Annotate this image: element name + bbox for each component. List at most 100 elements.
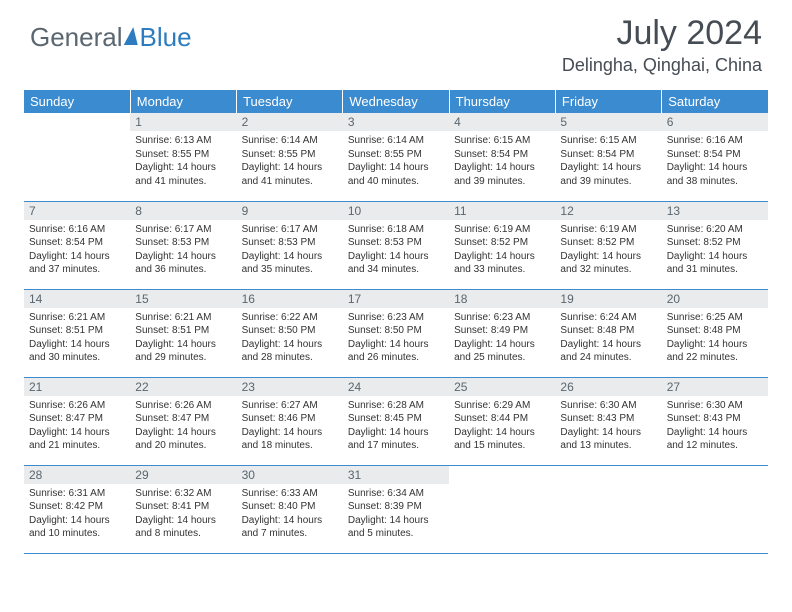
title-block: July 2024 Delingha, Qinghai, China (562, 14, 762, 76)
day-number: 29 (130, 466, 236, 484)
day-number (555, 466, 661, 484)
daylight-text: Daylight: 14 hours and 17 minutes. (348, 426, 444, 453)
sunrise-text: Sunrise: 6:27 AM (242, 399, 338, 413)
day-details: Sunrise: 6:19 AMSunset: 8:52 PMDaylight:… (555, 220, 661, 279)
daylight-text: Daylight: 14 hours and 28 minutes. (242, 338, 338, 365)
sunrise-text: Sunrise: 6:25 AM (667, 311, 763, 325)
calendar-day-cell: 12Sunrise: 6:19 AMSunset: 8:52 PMDayligh… (555, 201, 661, 289)
sunset-text: Sunset: 8:50 PM (242, 324, 338, 338)
day-number: 5 (555, 113, 661, 131)
sunset-text: Sunset: 8:52 PM (667, 236, 763, 250)
sunset-text: Sunset: 8:48 PM (667, 324, 763, 338)
sunrise-text: Sunrise: 6:19 AM (560, 223, 656, 237)
sunrise-text: Sunrise: 6:14 AM (242, 134, 338, 148)
daylight-text: Daylight: 14 hours and 39 minutes. (454, 161, 550, 188)
daylight-text: Daylight: 14 hours and 36 minutes. (135, 250, 231, 277)
sunrise-text: Sunrise: 6:19 AM (454, 223, 550, 237)
sunset-text: Sunset: 8:52 PM (560, 236, 656, 250)
daylight-text: Daylight: 14 hours and 15 minutes. (454, 426, 550, 453)
calendar-day-cell (662, 465, 768, 553)
daylight-text: Daylight: 14 hours and 18 minutes. (242, 426, 338, 453)
calendar-day-cell: 10Sunrise: 6:18 AMSunset: 8:53 PMDayligh… (343, 201, 449, 289)
day-number: 18 (449, 290, 555, 308)
day-details: Sunrise: 6:13 AMSunset: 8:55 PMDaylight:… (130, 131, 236, 190)
sunset-text: Sunset: 8:39 PM (348, 500, 444, 514)
weekday-header: Tuesday (237, 90, 343, 113)
day-number: 23 (237, 378, 343, 396)
sunrise-text: Sunrise: 6:14 AM (348, 134, 444, 148)
day-details: Sunrise: 6:16 AMSunset: 8:54 PMDaylight:… (24, 220, 130, 279)
brand-part1: General (30, 22, 123, 53)
day-number: 4 (449, 113, 555, 131)
daylight-text: Daylight: 14 hours and 30 minutes. (29, 338, 125, 365)
sunrise-text: Sunrise: 6:26 AM (135, 399, 231, 413)
sunrise-text: Sunrise: 6:15 AM (454, 134, 550, 148)
sunrise-text: Sunrise: 6:21 AM (135, 311, 231, 325)
sunset-text: Sunset: 8:52 PM (454, 236, 550, 250)
calendar-day-cell: 16Sunrise: 6:22 AMSunset: 8:50 PMDayligh… (237, 289, 343, 377)
daylight-text: Daylight: 14 hours and 13 minutes. (560, 426, 656, 453)
sunrise-text: Sunrise: 6:17 AM (242, 223, 338, 237)
weekday-header: Friday (555, 90, 661, 113)
sunrise-text: Sunrise: 6:22 AM (242, 311, 338, 325)
day-details: Sunrise: 6:19 AMSunset: 8:52 PMDaylight:… (449, 220, 555, 279)
daylight-text: Daylight: 14 hours and 8 minutes. (135, 514, 231, 541)
day-number (449, 466, 555, 484)
day-number: 15 (130, 290, 236, 308)
weekday-header: Monday (130, 90, 236, 113)
sunset-text: Sunset: 8:45 PM (348, 412, 444, 426)
calendar-day-cell: 28Sunrise: 6:31 AMSunset: 8:42 PMDayligh… (24, 465, 130, 553)
daylight-text: Daylight: 14 hours and 38 minutes. (667, 161, 763, 188)
calendar-day-cell (555, 465, 661, 553)
sunset-text: Sunset: 8:47 PM (135, 412, 231, 426)
daylight-text: Daylight: 14 hours and 24 minutes. (560, 338, 656, 365)
day-number: 31 (343, 466, 449, 484)
calendar-day-cell: 11Sunrise: 6:19 AMSunset: 8:52 PMDayligh… (449, 201, 555, 289)
sunset-text: Sunset: 8:55 PM (135, 148, 231, 162)
month-year: July 2024 (562, 14, 762, 53)
day-number: 3 (343, 113, 449, 131)
day-number: 24 (343, 378, 449, 396)
day-details: Sunrise: 6:25 AMSunset: 8:48 PMDaylight:… (662, 308, 768, 367)
sunset-text: Sunset: 8:46 PM (242, 412, 338, 426)
sunset-text: Sunset: 8:40 PM (242, 500, 338, 514)
calendar-day-cell: 22Sunrise: 6:26 AMSunset: 8:47 PMDayligh… (130, 377, 236, 465)
day-number: 27 (662, 378, 768, 396)
weekday-header: Thursday (449, 90, 555, 113)
weekday-header: Saturday (662, 90, 768, 113)
calendar-day-cell: 31Sunrise: 6:34 AMSunset: 8:39 PMDayligh… (343, 465, 449, 553)
daylight-text: Daylight: 14 hours and 34 minutes. (348, 250, 444, 277)
daylight-text: Daylight: 14 hours and 29 minutes. (135, 338, 231, 365)
sunset-text: Sunset: 8:51 PM (135, 324, 231, 338)
sunrise-text: Sunrise: 6:31 AM (29, 487, 125, 501)
sunrise-text: Sunrise: 6:26 AM (29, 399, 125, 413)
day-details: Sunrise: 6:34 AMSunset: 8:39 PMDaylight:… (343, 484, 449, 543)
calendar-day-cell (449, 465, 555, 553)
calendar-week-row: 21Sunrise: 6:26 AMSunset: 8:47 PMDayligh… (24, 377, 768, 465)
daylight-text: Daylight: 14 hours and 41 minutes. (242, 161, 338, 188)
calendar-day-cell: 3Sunrise: 6:14 AMSunset: 8:55 PMDaylight… (343, 113, 449, 201)
day-number: 11 (449, 202, 555, 220)
day-details: Sunrise: 6:33 AMSunset: 8:40 PMDaylight:… (237, 484, 343, 543)
day-number: 1 (130, 113, 236, 131)
day-number: 17 (343, 290, 449, 308)
sunset-text: Sunset: 8:54 PM (560, 148, 656, 162)
calendar-week-row: 1Sunrise: 6:13 AMSunset: 8:55 PMDaylight… (24, 113, 768, 201)
day-number (24, 113, 130, 131)
calendar-table: Sunday Monday Tuesday Wednesday Thursday… (24, 90, 768, 554)
location: Delingha, Qinghai, China (562, 55, 762, 76)
sunrise-text: Sunrise: 6:32 AM (135, 487, 231, 501)
sunset-text: Sunset: 8:54 PM (667, 148, 763, 162)
day-number: 14 (24, 290, 130, 308)
daylight-text: Daylight: 14 hours and 26 minutes. (348, 338, 444, 365)
calendar-day-cell: 20Sunrise: 6:25 AMSunset: 8:48 PMDayligh… (662, 289, 768, 377)
day-details: Sunrise: 6:24 AMSunset: 8:48 PMDaylight:… (555, 308, 661, 367)
daylight-text: Daylight: 14 hours and 25 minutes. (454, 338, 550, 365)
calendar-day-cell: 27Sunrise: 6:30 AMSunset: 8:43 PMDayligh… (662, 377, 768, 465)
sunset-text: Sunset: 8:50 PM (348, 324, 444, 338)
daylight-text: Daylight: 14 hours and 22 minutes. (667, 338, 763, 365)
day-number: 25 (449, 378, 555, 396)
daylight-text: Daylight: 14 hours and 7 minutes. (242, 514, 338, 541)
day-number: 20 (662, 290, 768, 308)
sunrise-text: Sunrise: 6:34 AM (348, 487, 444, 501)
